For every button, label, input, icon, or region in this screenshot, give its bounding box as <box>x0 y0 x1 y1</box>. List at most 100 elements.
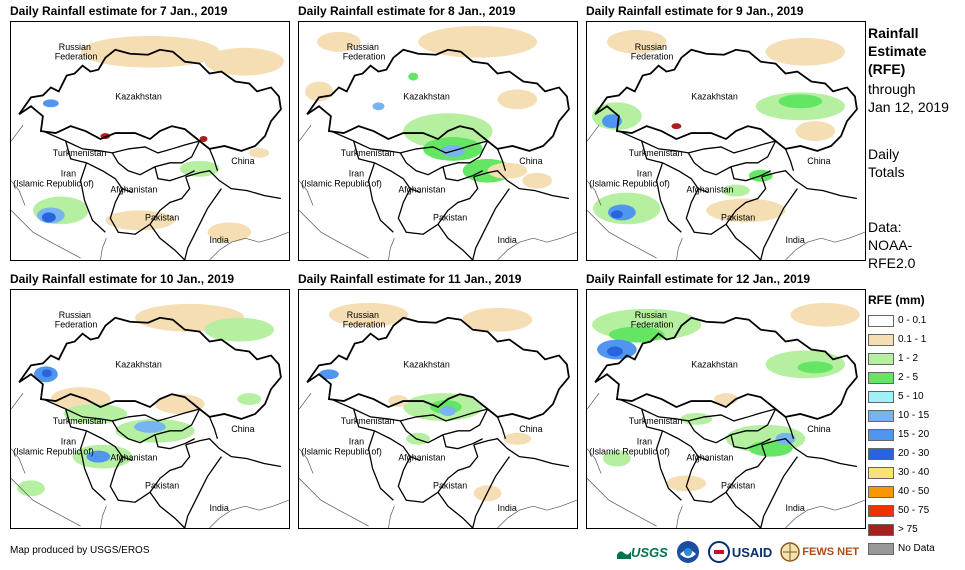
country-border <box>185 170 282 200</box>
usgs-logo-text: USGS <box>631 544 668 560</box>
region-outline <box>306 316 570 420</box>
iran-label: (Islamic Republic of) <box>301 179 382 189</box>
legend-label: 1 - 2 <box>898 353 919 364</box>
coastline <box>785 499 865 528</box>
country-border <box>618 398 776 422</box>
data-text: RFE2.0 <box>868 255 916 271</box>
coastline <box>587 210 657 259</box>
rainfall-map: Russian Federation Kazakhstan Turkmenistan I… <box>586 21 866 261</box>
turkmenistan-label: Turkmenistan <box>53 148 107 158</box>
country-border <box>760 188 798 260</box>
region-outline <box>594 316 858 420</box>
country-border <box>79 162 106 233</box>
pakistan-label: Pakistan <box>721 212 755 222</box>
coastline <box>587 448 602 474</box>
iran-label: (Islamic Republic of) <box>301 447 382 457</box>
country-border <box>641 140 709 194</box>
panel-title: Daily Rainfall estimate for 9 Jan., 2019 <box>586 4 804 18</box>
rainfall-area <box>497 89 538 110</box>
china-label: China <box>519 424 542 434</box>
usgs-logo: USGS <box>617 545 668 560</box>
rainfall-area <box>204 47 284 76</box>
legend-swatch <box>868 371 894 384</box>
country-border <box>154 434 195 450</box>
coastline <box>11 124 24 142</box>
country-border <box>725 491 762 528</box>
rainfall-area <box>63 404 128 424</box>
country-border <box>442 166 483 182</box>
country-border <box>208 416 219 439</box>
legend-item: > 75 <box>868 520 935 539</box>
legend-swatch <box>868 352 894 365</box>
panel-title: Daily Rainfall estimate for 11 Jan., 201… <box>298 272 522 286</box>
coastline <box>11 392 24 410</box>
russia-label: Russian <box>347 310 379 320</box>
country-border <box>399 408 489 444</box>
rainfall-area <box>462 307 533 332</box>
legend-item: 0 - 0.1 <box>868 311 935 330</box>
legend-item: 5 - 10 <box>868 387 935 406</box>
russia-label: Russian <box>635 310 667 320</box>
legend-swatch <box>868 485 894 498</box>
coastline <box>497 231 577 260</box>
usaid-seal-icon <box>707 541 730 563</box>
rainfall-area <box>608 326 665 343</box>
side-data-source: Data: NOAA- RFE2.0 <box>868 218 915 272</box>
country-border <box>687 408 777 444</box>
kazakhstan-label: Kazakhstan <box>691 91 738 101</box>
through-text: through <box>868 81 916 97</box>
legend-item: 40 - 50 <box>868 482 935 501</box>
china-label: China <box>807 424 830 434</box>
country-border <box>330 398 488 422</box>
afghanistan-label: Afghanistan <box>398 453 445 463</box>
country-border <box>641 408 709 462</box>
rainfall-area <box>17 480 45 497</box>
iran-label: Iran <box>61 437 76 447</box>
coastline <box>11 180 26 206</box>
rainfall-area <box>603 450 631 467</box>
country-border <box>472 188 510 260</box>
country-border <box>687 140 777 176</box>
coastline <box>388 238 395 260</box>
country-border <box>42 398 200 422</box>
rainfall-area <box>666 475 707 492</box>
country-border <box>730 434 771 450</box>
legend-swatch <box>868 314 894 327</box>
fewsnet-globe-icon <box>780 542 801 562</box>
country-border <box>367 162 394 233</box>
coastline <box>100 238 107 260</box>
country-border <box>154 166 195 182</box>
russia-label: Federation <box>55 320 98 330</box>
legend-label: 20 - 30 <box>898 448 930 459</box>
iran-label: (Islamic Republic of) <box>13 447 94 457</box>
country-border <box>496 416 507 439</box>
rainfall-area <box>765 37 845 66</box>
legend-label: 50 - 75 <box>898 505 930 516</box>
iran-label: Iran <box>637 169 652 179</box>
legend-swatch <box>868 409 894 422</box>
country-border <box>655 430 682 501</box>
coastline <box>11 478 81 527</box>
country-border <box>109 444 191 503</box>
country-border <box>725 223 762 260</box>
fewsnet-logo: FEWS NET <box>780 542 859 562</box>
country-border <box>496 148 507 171</box>
country-border <box>353 408 421 462</box>
iran-label: Iran <box>637 437 652 447</box>
iran-label: (Islamic Republic of) <box>589 447 670 457</box>
rainfall-area <box>319 369 339 380</box>
kazakhstan-label: Kazakhstan <box>403 91 450 101</box>
coastline <box>299 478 369 527</box>
coastline <box>11 448 26 474</box>
coastline <box>587 180 602 206</box>
country-border <box>618 130 776 154</box>
region-outline <box>594 48 858 152</box>
iran-label: Iran <box>61 169 76 179</box>
pakistan-label: Pakistan <box>721 480 755 490</box>
rainfall-area <box>439 406 456 416</box>
country-border <box>442 434 483 450</box>
china-label: China <box>807 156 830 166</box>
legend-item: 20 - 30 <box>868 444 935 463</box>
